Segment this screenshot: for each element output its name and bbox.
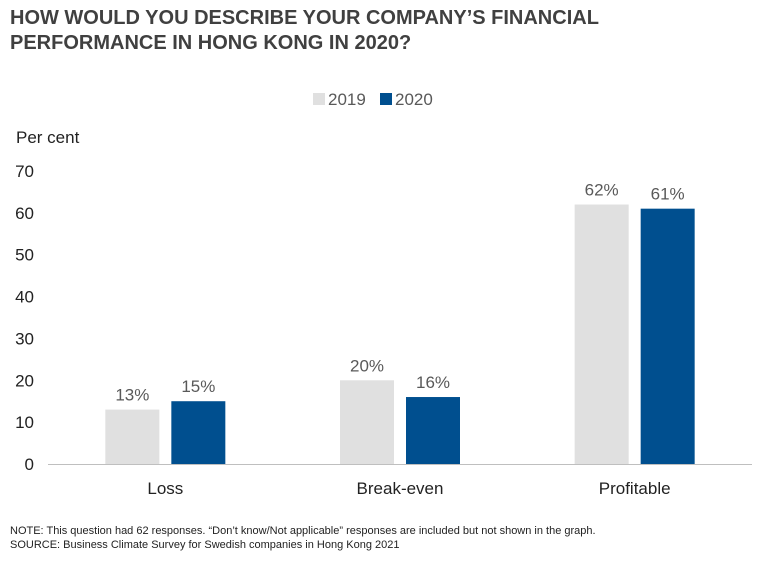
bar-profitable-2020: [640, 208, 695, 464]
chart-title: HOW WOULD YOU DESCRIBE YOUR COMPANY’S FI…: [10, 6, 750, 56]
chart-title-line-1: HOW WOULD YOU DESCRIBE YOUR COMPANY’S FI…: [10, 7, 599, 29]
y-tick-label-30: 30: [15, 329, 34, 348]
x-tick-label-break-even: Break-even: [357, 479, 444, 498]
data-label-loss-2020: 15%: [181, 377, 215, 396]
data-label-break-even-2019: 20%: [350, 356, 384, 375]
bar-chart: 2019 2020 Per cent 0 10 20 30 40 50 60 70 13% 15% Los…: [15, 90, 752, 498]
y-tick-label-10: 10: [15, 413, 34, 432]
y-tick-label-0: 0: [25, 455, 34, 474]
y-axis-title: Per cent: [16, 128, 80, 147]
legend-label-2019: 2019: [328, 90, 366, 109]
data-label-profitable-2020: 61%: [651, 185, 685, 204]
bar-profitable-2019: [574, 204, 629, 464]
data-label-loss-2019: 13%: [115, 386, 149, 405]
y-tick-label-70: 70: [15, 162, 34, 181]
chart-notes: NOTE: This question had 62 responses. “D…: [10, 524, 596, 552]
x-tick-label-loss: Loss: [147, 479, 183, 498]
source-text: SOURCE: Business Climate Survey for Swed…: [10, 539, 400, 551]
bar-break-even-2020: [406, 397, 460, 464]
y-tick-label-50: 50: [15, 246, 34, 265]
legend-label-2020: 2020: [395, 90, 433, 109]
y-tick-label-40: 40: [15, 288, 34, 307]
bar-loss-2019: [105, 409, 160, 464]
data-label-profitable-2019: 62%: [585, 180, 619, 199]
x-tick-label-profitable: Profitable: [599, 479, 671, 498]
bar-break-even-2019: [340, 380, 394, 464]
y-tick-label-20: 20: [15, 371, 34, 390]
chart-title-line-2: PERFORMANCE IN HONG KONG IN 2020?: [10, 32, 412, 54]
legend-swatch-2019: [313, 93, 325, 105]
bar-loss-2020: [171, 401, 226, 464]
y-tick-label-60: 60: [15, 204, 34, 223]
note-text: NOTE: This question had 62 responses. “D…: [10, 525, 596, 537]
legend-swatch-2020: [380, 93, 392, 105]
data-label-break-even-2020: 16%: [416, 373, 450, 392]
